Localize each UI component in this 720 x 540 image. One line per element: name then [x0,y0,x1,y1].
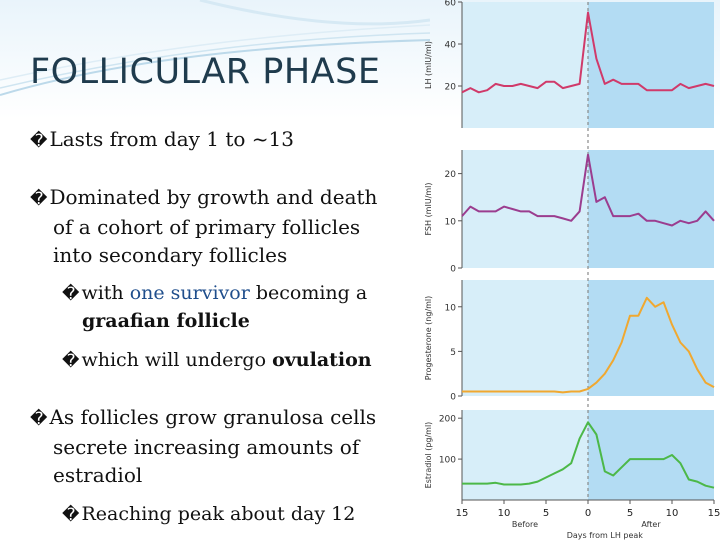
phase-after-1 [588,150,714,268]
sub-bullet-peak: � Reaching peak about day 12 [62,503,356,525]
sub-bullet-ovulation: � which will undergo ovulation [62,349,372,371]
hormone-charts: 20 40 60 LH (mIU/ml) 0 10 20 FSH (mIU/ml) 0 5 10 Pr… [424,0,720,540]
y-tick-label-0-60: 60 [445,0,457,9]
y-tick-label-2-5: 5 [450,348,456,358]
phase-before-2 [462,280,588,396]
x-label-before: Before [512,520,538,529]
slide-title: FOLLICULAR PHASE [30,52,381,92]
x-tick-label-4: 5 [627,508,633,519]
bullet-glyph: � [62,505,80,525]
x-tick-label-6: 15 [708,508,720,519]
phase-after-3 [588,410,714,500]
bullet-glyph: � [30,409,48,429]
y-tick-label-2-10: 10 [445,303,457,313]
phase-after-0 [588,2,714,128]
phase-after-2 [588,280,714,396]
y-tick-label-2-0: 0 [450,393,456,403]
bullet-glyph: � [62,284,80,304]
y-tick-label-1-0: 0 [450,265,456,275]
series-line-3 [462,421,715,489]
y-tick-label-1-20: 20 [445,170,457,180]
series-line-1 [461,153,715,227]
y-tick-label-1-10: 10 [445,217,457,227]
y-tick-label-0-20: 20 [445,83,457,93]
bullet-lasts: � Lasts from day 1 to ~13 [30,127,294,151]
bullet-dominated: � Dominated by growth and death of a coho… [30,185,378,267]
phase-before-3 [462,410,588,500]
y-tick-label-0-40: 40 [445,41,457,51]
y-tick-label-3-200: 200 [439,415,456,425]
x-tick-label-2: 5 [543,508,549,519]
decorative-swoosh [0,0,430,96]
x-tick-label-0: 15 [456,508,469,519]
y-axis-label-3: Estradiol (pg/ml) [424,422,433,489]
phase-before-1 [462,150,588,268]
series-line-2 [462,296,715,394]
bullet-follicles-grow: � As follicles grow granulosa cells secre… [30,405,377,487]
sub-bullet-survivor: � with one survivor becoming a graafian f… [62,282,368,332]
phase-before-0 [462,2,588,128]
bullet-glyph: � [62,351,80,371]
x-label-after: After [641,520,661,529]
y-tick-label-3-100: 100 [439,456,456,466]
x-tick-label-5: 10 [666,508,679,519]
y-axis-label-1: FSH (mIU/ml) [424,182,433,235]
x-tick-label-1: 10 [498,508,511,519]
y-axis-label-2: Progesterone (ng/ml) [424,296,433,381]
x-tick-label-3: 0 [585,508,591,519]
series-line-0 [461,11,715,94]
x-axis-label: Days from LH peak [567,531,644,540]
y-axis-label-0: LH (mIU/ml) [424,41,433,89]
bullet-glyph: � [30,131,48,151]
bullet-glyph: � [30,189,48,209]
